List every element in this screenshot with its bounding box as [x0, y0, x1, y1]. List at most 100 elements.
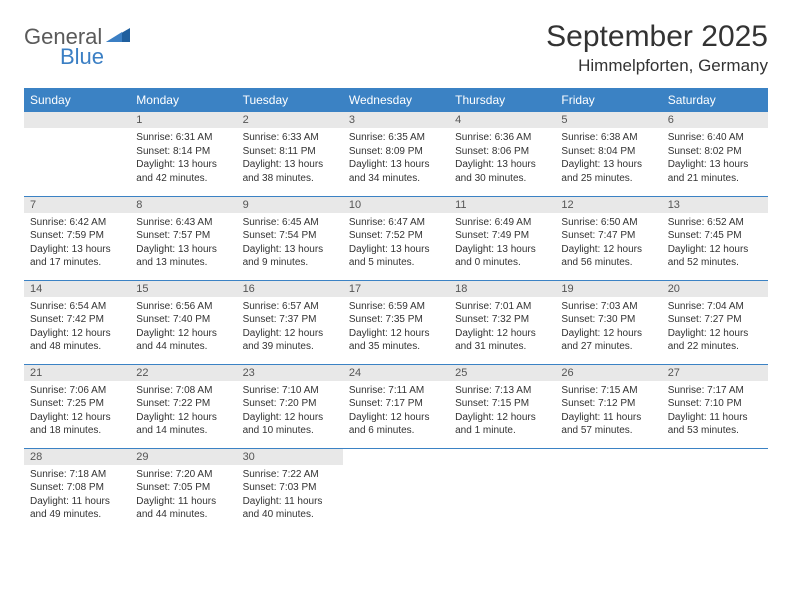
- day-content: Sunrise: 7:17 AMSunset: 7:10 PMDaylight:…: [662, 381, 768, 440]
- day-number: 21: [24, 365, 130, 381]
- day-info-line: Sunrise: 7:18 AM: [30, 468, 124, 482]
- day-info-line: and 22 minutes.: [668, 340, 762, 354]
- day-cell-18: 18Sunrise: 7:01 AMSunset: 7:32 PMDayligh…: [449, 280, 555, 364]
- day-info-line: and 21 minutes.: [668, 172, 762, 186]
- day-content: Sunrise: 6:38 AMSunset: 8:04 PMDaylight:…: [555, 128, 661, 187]
- day-info-line: Sunrise: 6:56 AM: [136, 300, 230, 314]
- day-info-line: Sunrise: 7:13 AM: [455, 384, 549, 398]
- day-content: Sunrise: 7:04 AMSunset: 7:27 PMDaylight:…: [662, 297, 768, 356]
- day-number: [24, 112, 130, 128]
- day-info-line: and 39 minutes.: [243, 340, 337, 354]
- day-info-line: Daylight: 13 hours: [561, 158, 655, 172]
- day-number: 30: [237, 449, 343, 465]
- day-content: Sunrise: 7:03 AMSunset: 7:30 PMDaylight:…: [555, 297, 661, 356]
- day-info-line: and 35 minutes.: [349, 340, 443, 354]
- day-info-line: Sunrise: 6:31 AM: [136, 131, 230, 145]
- day-content: Sunrise: 6:50 AMSunset: 7:47 PMDaylight:…: [555, 213, 661, 272]
- day-info-line: Sunrise: 6:38 AM: [561, 131, 655, 145]
- day-info-line: Sunrise: 6:43 AM: [136, 216, 230, 230]
- day-info-line: and 44 minutes.: [136, 340, 230, 354]
- day-info-line: Sunrise: 7:01 AM: [455, 300, 549, 314]
- day-info-line: Sunset: 8:09 PM: [349, 145, 443, 159]
- day-content: Sunrise: 7:01 AMSunset: 7:32 PMDaylight:…: [449, 297, 555, 356]
- day-info-line: Daylight: 12 hours: [349, 327, 443, 341]
- title-block: September 2025 Himmelpforten, Germany: [546, 20, 768, 76]
- day-content: Sunrise: 7:18 AMSunset: 7:08 PMDaylight:…: [24, 465, 130, 524]
- day-content: Sunrise: 7:22 AMSunset: 7:03 PMDaylight:…: [237, 465, 343, 524]
- day-number: 2: [237, 112, 343, 128]
- day-info-line: Sunrise: 6:40 AM: [668, 131, 762, 145]
- day-info-line: Daylight: 12 hours: [349, 411, 443, 425]
- day-info-line: and 34 minutes.: [349, 172, 443, 186]
- brand-triangle-icon: [106, 26, 132, 49]
- day-content: Sunrise: 7:08 AMSunset: 7:22 PMDaylight:…: [130, 381, 236, 440]
- day-info-line: Sunset: 7:03 PM: [243, 481, 337, 495]
- day-content: Sunrise: 6:31 AMSunset: 8:14 PMDaylight:…: [130, 128, 236, 187]
- day-info-line: Sunset: 7:35 PM: [349, 313, 443, 327]
- day-cell-15: 15Sunrise: 6:56 AMSunset: 7:40 PMDayligh…: [130, 280, 236, 364]
- day-info-line: Sunset: 7:40 PM: [136, 313, 230, 327]
- day-info-line: and 9 minutes.: [243, 256, 337, 270]
- day-info-line: and 13 minutes.: [136, 256, 230, 270]
- day-cell-2: 2Sunrise: 6:33 AMSunset: 8:11 PMDaylight…: [237, 112, 343, 196]
- day-info-line: and 1 minute.: [455, 424, 549, 438]
- day-number: 24: [343, 365, 449, 381]
- day-content: Sunrise: 6:45 AMSunset: 7:54 PMDaylight:…: [237, 213, 343, 272]
- day-info-line: Daylight: 12 hours: [668, 327, 762, 341]
- day-cell-7: 7Sunrise: 6:42 AMSunset: 7:59 PMDaylight…: [24, 196, 130, 280]
- day-header-sunday: Sunday: [24, 88, 130, 112]
- day-content: Sunrise: 6:57 AMSunset: 7:37 PMDaylight:…: [237, 297, 343, 356]
- day-info-line: Sunrise: 6:50 AM: [561, 216, 655, 230]
- day-info-line: Sunset: 8:04 PM: [561, 145, 655, 159]
- brand-logo: General Blue: [24, 24, 132, 70]
- day-info-line: and 0 minutes.: [455, 256, 549, 270]
- header: General Blue September 2025 Himmelpforte…: [24, 20, 768, 76]
- day-info-line: Sunrise: 6:54 AM: [30, 300, 124, 314]
- day-info-line: Daylight: 12 hours: [455, 327, 549, 341]
- day-info-line: Sunset: 7:25 PM: [30, 397, 124, 411]
- day-number: [343, 449, 449, 465]
- day-info-line: Daylight: 11 hours: [561, 411, 655, 425]
- day-cell-30: 30Sunrise: 7:22 AMSunset: 7:03 PMDayligh…: [237, 448, 343, 532]
- day-cell-6: 6Sunrise: 6:40 AMSunset: 8:02 PMDaylight…: [662, 112, 768, 196]
- day-cell-29: 29Sunrise: 7:20 AMSunset: 7:05 PMDayligh…: [130, 448, 236, 532]
- day-info-line: Daylight: 12 hours: [561, 243, 655, 257]
- day-info-line: Sunset: 7:37 PM: [243, 313, 337, 327]
- day-info-line: and 25 minutes.: [561, 172, 655, 186]
- day-info-line: Sunrise: 6:57 AM: [243, 300, 337, 314]
- day-info-line: Sunrise: 6:45 AM: [243, 216, 337, 230]
- day-info-line: Daylight: 12 hours: [136, 327, 230, 341]
- day-header-wednesday: Wednesday: [343, 88, 449, 112]
- day-content: Sunrise: 6:36 AMSunset: 8:06 PMDaylight:…: [449, 128, 555, 187]
- day-content: Sunrise: 7:20 AMSunset: 7:05 PMDaylight:…: [130, 465, 236, 524]
- empty-day-cell: [343, 448, 449, 532]
- day-content: Sunrise: 7:11 AMSunset: 7:17 PMDaylight:…: [343, 381, 449, 440]
- day-content: Sunrise: 7:10 AMSunset: 7:20 PMDaylight:…: [237, 381, 343, 440]
- day-info-line: Daylight: 13 hours: [243, 158, 337, 172]
- day-info-line: Sunrise: 6:35 AM: [349, 131, 443, 145]
- day-number: 12: [555, 197, 661, 213]
- week-row: 21Sunrise: 7:06 AMSunset: 7:25 PMDayligh…: [24, 364, 768, 448]
- day-info-line: Sunset: 7:30 PM: [561, 313, 655, 327]
- day-content: Sunrise: 6:40 AMSunset: 8:02 PMDaylight:…: [662, 128, 768, 187]
- day-info-line: and 5 minutes.: [349, 256, 443, 270]
- day-header-thursday: Thursday: [449, 88, 555, 112]
- day-info-line: Sunset: 7:10 PM: [668, 397, 762, 411]
- day-info-line: Sunset: 7:42 PM: [30, 313, 124, 327]
- week-row: 14Sunrise: 6:54 AMSunset: 7:42 PMDayligh…: [24, 280, 768, 364]
- day-info-line: Sunrise: 6:47 AM: [349, 216, 443, 230]
- day-info-line: and 31 minutes.: [455, 340, 549, 354]
- day-content: Sunrise: 6:59 AMSunset: 7:35 PMDaylight:…: [343, 297, 449, 356]
- day-cell-26: 26Sunrise: 7:15 AMSunset: 7:12 PMDayligh…: [555, 364, 661, 448]
- day-info-line: Sunrise: 7:04 AM: [668, 300, 762, 314]
- day-info-line: and 6 minutes.: [349, 424, 443, 438]
- day-cell-10: 10Sunrise: 6:47 AMSunset: 7:52 PMDayligh…: [343, 196, 449, 280]
- week-row: 28Sunrise: 7:18 AMSunset: 7:08 PMDayligh…: [24, 448, 768, 532]
- location-label: Himmelpforten, Germany: [546, 56, 768, 76]
- day-info-line: Daylight: 13 hours: [30, 243, 124, 257]
- day-content: Sunrise: 7:15 AMSunset: 7:12 PMDaylight:…: [555, 381, 661, 440]
- day-info-line: Sunrise: 6:33 AM: [243, 131, 337, 145]
- day-info-line: Daylight: 12 hours: [136, 411, 230, 425]
- day-content: Sunrise: 6:52 AMSunset: 7:45 PMDaylight:…: [662, 213, 768, 272]
- day-info-line: Daylight: 12 hours: [243, 411, 337, 425]
